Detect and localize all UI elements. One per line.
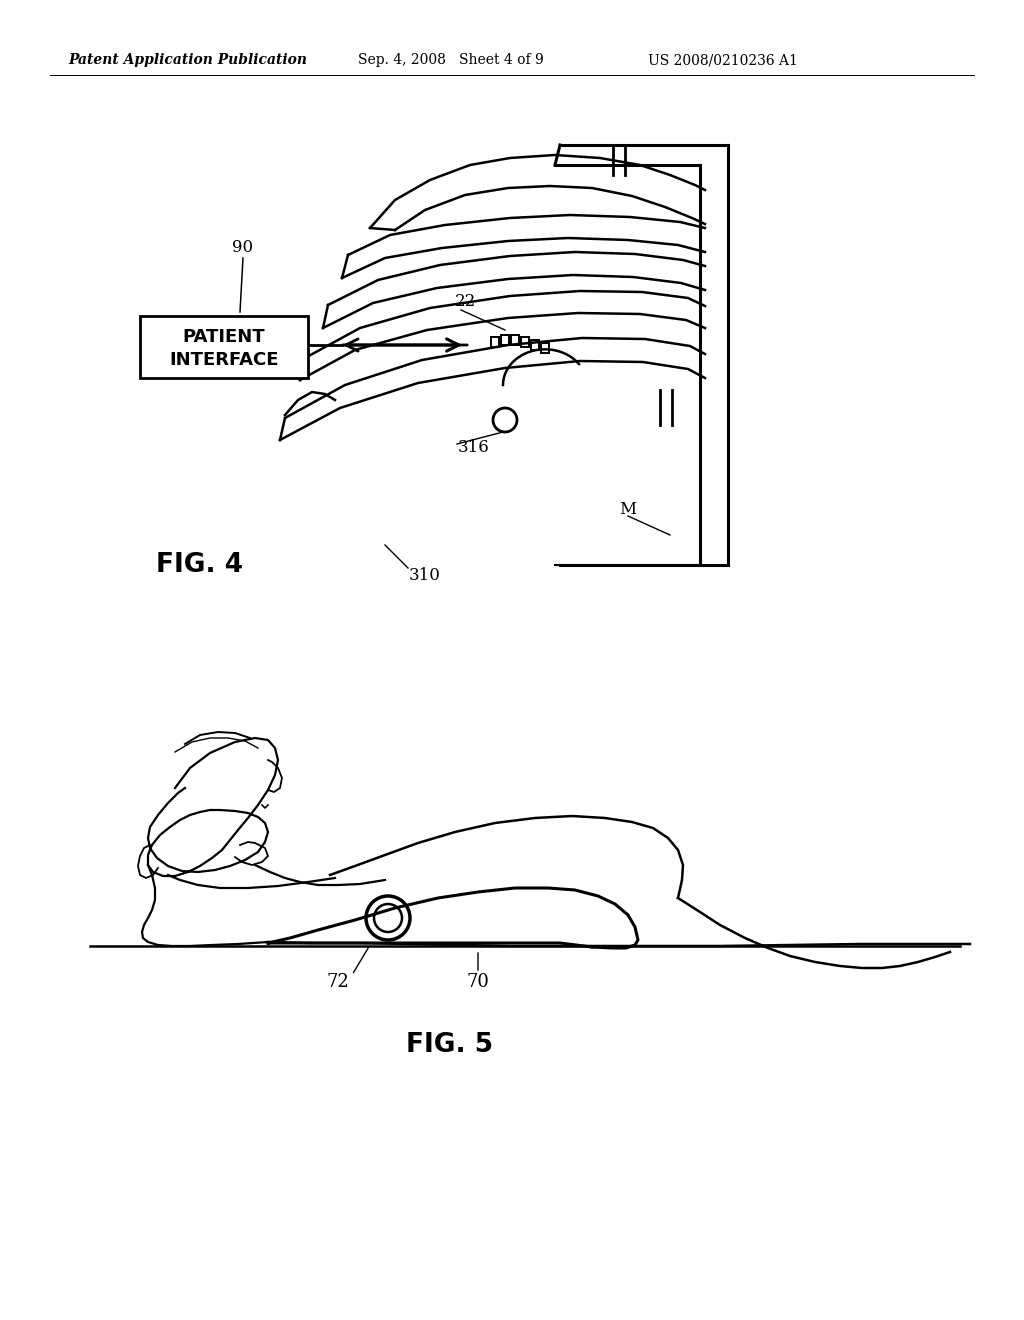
Bar [521,337,529,347]
Text: Sep. 4, 2008   Sheet 4 of 9: Sep. 4, 2008 Sheet 4 of 9 [358,53,544,67]
Bar [490,337,499,347]
Text: 22: 22 [455,293,476,310]
Text: 72: 72 [327,973,349,991]
Bar [140,315,308,378]
Text: 316: 316 [458,440,489,457]
Text: PATIENT: PATIENT [182,327,265,346]
Text: M: M [620,502,637,519]
Bar [511,335,519,345]
Bar [531,341,539,350]
Bar [541,343,549,352]
Text: FIG. 4: FIG. 4 [157,552,244,578]
Text: INTERFACE: INTERFACE [169,351,279,370]
Text: Patent Application Publication: Patent Application Publication [68,53,307,67]
Bar [501,335,509,345]
Text: 70: 70 [467,973,489,991]
Text: FIG. 5: FIG. 5 [407,1032,494,1059]
Text: US 2008/0210236 A1: US 2008/0210236 A1 [648,53,798,67]
Text: 90: 90 [232,239,254,256]
Text: 310: 310 [409,566,441,583]
